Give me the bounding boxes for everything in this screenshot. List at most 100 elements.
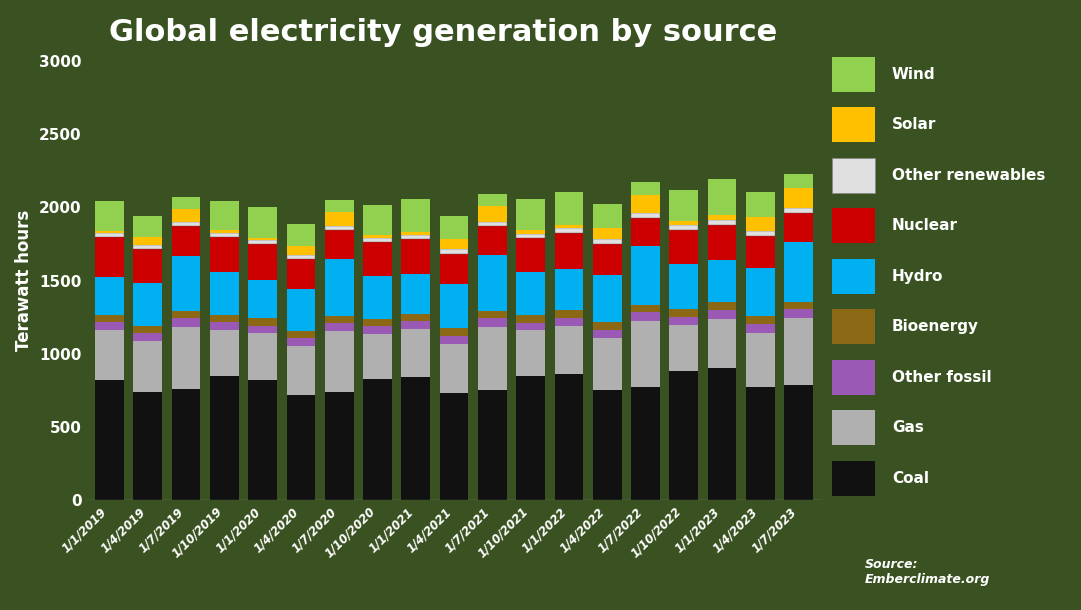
Bar (133, 249, 162, 283)
Bar (133, 245, 162, 249)
Bar (249, 245, 277, 281)
Bar (324, 226, 353, 231)
Y-axis label: Terawatt hours: Terawatt hours (15, 210, 34, 351)
Bar (746, 192, 775, 217)
Bar (746, 324, 775, 332)
Bar (478, 390, 507, 500)
Bar (669, 317, 698, 325)
Bar (440, 336, 468, 343)
Bar (592, 339, 622, 390)
Bar (555, 318, 584, 326)
Bar (172, 226, 200, 256)
Bar (286, 289, 316, 331)
Bar (478, 311, 507, 318)
Bar (631, 182, 659, 195)
Bar (286, 246, 316, 255)
Bar (592, 390, 622, 500)
Bar (669, 265, 698, 309)
Bar (592, 244, 622, 276)
Bar (555, 310, 584, 318)
Bar (440, 239, 468, 249)
Text: Other fossil: Other fossil (892, 370, 991, 385)
Bar (631, 321, 659, 387)
Bar (95, 237, 124, 277)
Bar (286, 395, 316, 500)
Bar (401, 239, 430, 274)
Bar (669, 226, 698, 230)
Bar (478, 255, 507, 311)
Bar (363, 235, 391, 238)
Bar (401, 235, 430, 239)
Bar (708, 179, 736, 215)
Text: Solar: Solar (892, 117, 936, 132)
Bar (363, 379, 391, 500)
Bar (517, 238, 545, 272)
FancyBboxPatch shape (832, 157, 876, 193)
Bar (631, 246, 659, 305)
Bar (133, 216, 162, 237)
Bar (249, 318, 277, 326)
Bar (440, 217, 468, 239)
Bar (631, 195, 659, 213)
Bar (133, 283, 162, 326)
Bar (210, 272, 239, 315)
Bar (210, 201, 239, 230)
Bar (784, 318, 813, 386)
Bar (172, 198, 200, 209)
Bar (631, 218, 659, 246)
Bar (210, 237, 239, 272)
Bar (784, 301, 813, 309)
FancyBboxPatch shape (832, 259, 876, 294)
Bar (249, 333, 277, 380)
Bar (324, 323, 353, 331)
Bar (478, 327, 507, 390)
Bar (401, 321, 430, 329)
Bar (669, 371, 698, 500)
Bar (440, 393, 468, 500)
Bar (669, 221, 698, 226)
Bar (708, 224, 736, 260)
Bar (784, 188, 813, 208)
Bar (95, 322, 124, 331)
Bar (172, 256, 200, 311)
Bar (631, 305, 659, 312)
Bar (324, 212, 353, 226)
Bar (324, 200, 353, 212)
Bar (555, 228, 584, 233)
Bar (95, 233, 124, 237)
Text: Global electricity generation by source: Global electricity generation by source (109, 18, 777, 48)
Text: Coal: Coal (892, 471, 929, 486)
Bar (440, 254, 468, 284)
Bar (517, 272, 545, 315)
Bar (401, 274, 430, 314)
Bar (401, 199, 430, 232)
Bar (440, 328, 468, 336)
Bar (708, 318, 736, 368)
Bar (133, 237, 162, 245)
Bar (324, 331, 353, 392)
Bar (172, 389, 200, 500)
FancyBboxPatch shape (832, 461, 876, 496)
Bar (631, 387, 659, 500)
Bar (784, 309, 813, 318)
Bar (478, 318, 507, 327)
Bar (746, 236, 775, 268)
Bar (517, 376, 545, 500)
Bar (249, 281, 277, 318)
Bar (95, 315, 124, 322)
Bar (363, 204, 391, 235)
Bar (133, 392, 162, 500)
Bar (669, 190, 698, 221)
FancyBboxPatch shape (832, 360, 876, 395)
Bar (746, 332, 775, 387)
Bar (363, 242, 391, 276)
Bar (555, 233, 584, 269)
Bar (440, 343, 468, 393)
Bar (784, 208, 813, 213)
Text: Wind: Wind (892, 66, 935, 82)
FancyBboxPatch shape (832, 309, 876, 344)
Bar (669, 325, 698, 371)
Bar (784, 174, 813, 188)
Bar (249, 238, 277, 240)
Bar (286, 331, 316, 339)
